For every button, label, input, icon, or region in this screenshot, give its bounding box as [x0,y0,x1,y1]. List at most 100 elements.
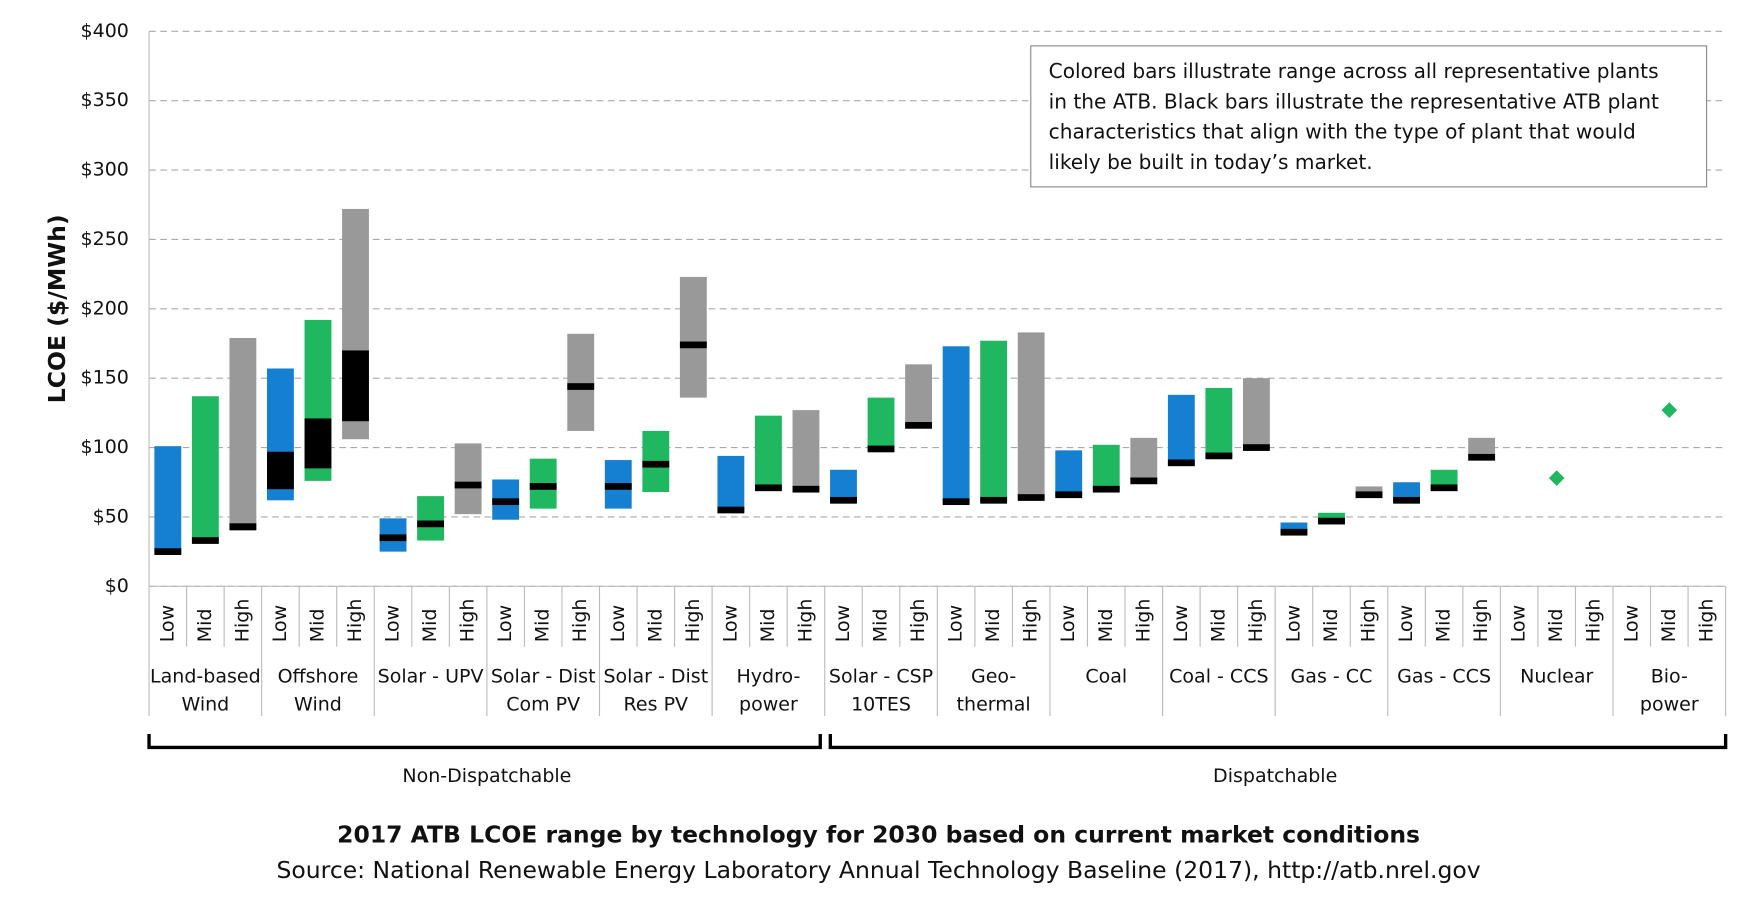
series-tick-label: Mid [1658,609,1680,643]
representative-bar [679,341,707,349]
series-tick-label: High [1020,599,1042,643]
series-tick-label: Low [1508,605,1530,642]
series-tick-label: High [907,599,929,643]
note-box [1030,45,1708,188]
chart-title: 2017 ATB LCOE range by technology for 20… [337,820,1420,848]
note-line: Colored bars illustrate range across all… [1049,59,1659,83]
representative-bar [1167,459,1195,467]
category-label: thermal [957,693,1031,715]
y-tick-label: $400 [81,20,129,42]
category-label: Solar - Dist [603,665,708,687]
series-tick-label: High [794,599,816,643]
category-label: Wind [181,693,229,715]
series-tick-label: High [1470,599,1492,643]
category-label: power [1640,693,1699,715]
representative-bar [342,350,369,422]
y-tick-label: $100 [81,436,129,458]
range-bar [154,446,182,555]
series-tick-label: Mid [1320,609,1342,643]
representative-bar [717,506,745,514]
representative-bar [1055,491,1083,499]
chart-subtitle: Source: National Renewable Energy Labora… [277,856,1481,884]
representative-bar [1017,494,1045,501]
series-tick-label: Low [156,605,178,642]
y-tick-label: $200 [81,297,129,319]
series-tick-label: Mid [306,609,328,643]
series-tick-label: Low [382,605,404,642]
range-bar [1055,450,1083,497]
representative-bar [379,534,407,542]
representative-bar [191,537,219,544]
y-tick-label: $250 [81,228,129,250]
range-bar [679,276,707,398]
series-tick-label: High [457,599,479,643]
representative-bar [1468,453,1496,461]
category-label: Geo- [971,665,1016,687]
category-label: Coal [1085,665,1127,687]
series-tick-label: High [569,599,591,643]
y-axis-title: LCOE ($/MWh) [43,214,71,403]
representative-bar [980,496,1008,504]
representative-bar [1318,517,1345,525]
category-label: power [739,693,798,715]
representative-bar [1205,452,1233,460]
series-tick-label: Low [1170,605,1192,642]
series-tick-label: Mid [532,609,554,643]
representative-bar [304,418,332,469]
range-bar [567,333,595,431]
range-bar [1280,522,1308,534]
point-marker [1661,402,1678,418]
series-tick-label: Mid [419,609,441,643]
y-tick-label: $150 [81,367,129,389]
series-tick-label: High [682,599,704,643]
range-bar [905,364,932,429]
representative-bar [642,460,670,468]
representative-bar [154,548,182,555]
series-tick-label: High [1245,599,1267,643]
note-line: likely be built in today’s market. [1049,150,1373,174]
group-bracket [828,734,1728,750]
range-bar [980,340,1008,502]
category-label: Solar - UPV [378,665,484,687]
category-label: Gas - CC [1291,665,1373,687]
series-tick-label: Mid [1545,609,1567,643]
category-label: Offshore [278,665,359,687]
representative-bar [942,498,970,506]
range-bar [754,415,782,490]
category-label: Hydro- [736,665,800,687]
category-label: Land-based [150,665,261,687]
representative-bar [454,481,482,489]
category-label: Com PV [506,693,580,715]
representative-bar [417,520,445,528]
range-bar [1092,444,1120,491]
representative-bar [905,422,932,429]
series-tick-label: Low [1282,605,1304,642]
group-label: Non-Dispatchable [402,765,571,787]
representative-bar [492,498,520,506]
series-tick-label: Mid [1207,609,1229,643]
representative-bar [1280,528,1308,536]
note-line: characteristics that align with the type… [1049,120,1636,144]
y-tick-label: $50 [93,505,129,527]
range-bar [191,396,219,544]
range-bar [942,346,970,504]
category-label: Solar - CSP [829,665,933,687]
series-tick-label: Mid [1095,609,1117,643]
series-tick-label: Low [1057,605,1079,642]
representative-bar [754,484,782,492]
category-label: Coal - CCS [1169,665,1268,687]
series-tick-label: Mid [870,609,892,643]
series-tick-label: Low [607,605,629,642]
range-bar [1205,387,1233,458]
representative-bar [792,485,820,493]
point-marker [1548,470,1565,486]
series-tick-label: Low [1395,605,1417,642]
representative-bar [1393,496,1420,504]
series-tick-label: Low [945,605,967,642]
series-tick-label: High [1695,599,1717,643]
category-label: Wind [294,693,342,715]
series-tick-label: Mid [1433,609,1455,643]
representative-bar [1430,484,1458,492]
range-bar [1017,332,1045,499]
